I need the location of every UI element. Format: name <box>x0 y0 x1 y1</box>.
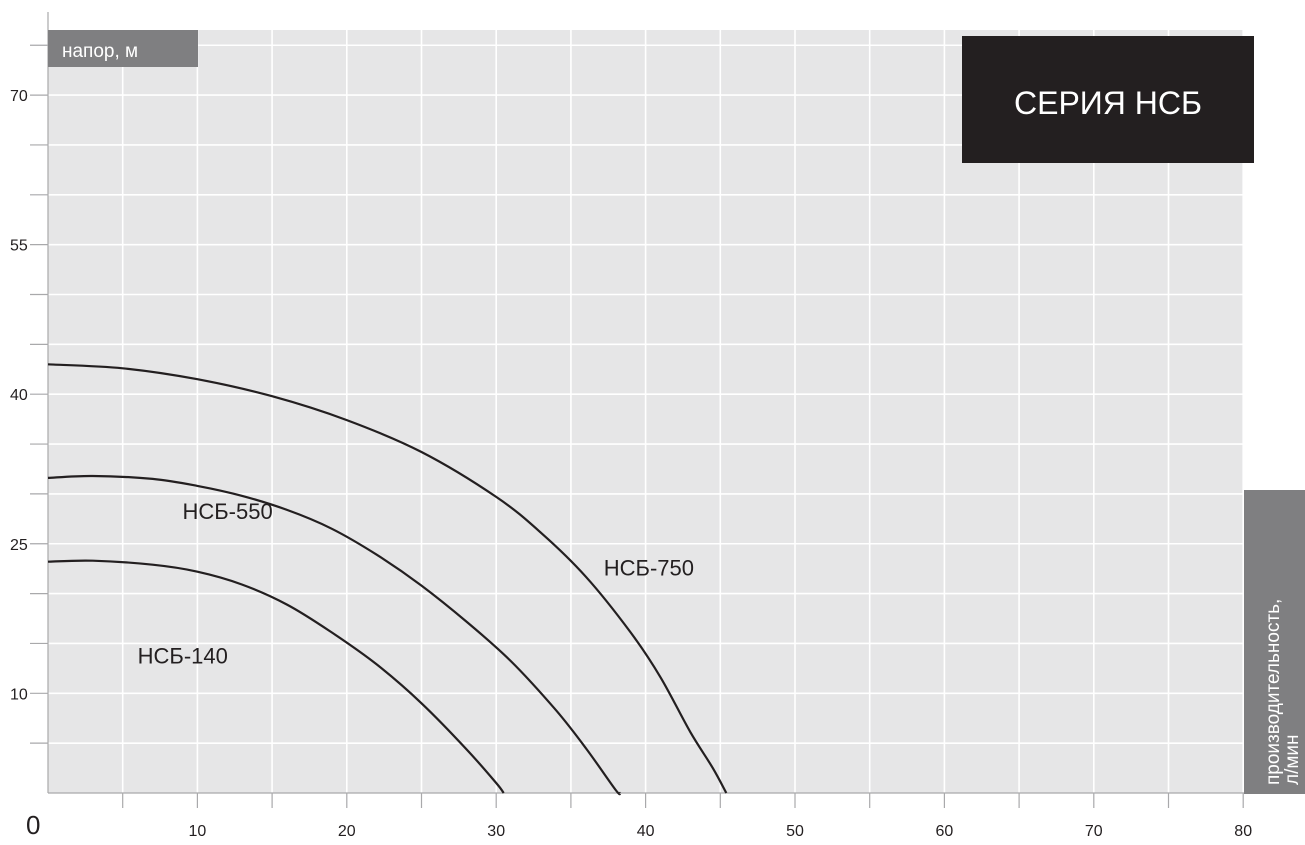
x-tick-label: 50 <box>786 823 804 840</box>
y-axis-label: напор, м <box>62 41 138 62</box>
x-tick-label: 30 <box>487 823 505 840</box>
y-tick-label: 55 <box>10 238 28 255</box>
series-line <box>47 559 505 794</box>
y-tick-label: 25 <box>10 537 28 554</box>
y-axis-label-box <box>48 30 198 67</box>
chart-title: СЕРИЯ НСБ <box>1014 85 1202 121</box>
origin-label: 0 <box>26 810 40 840</box>
series-label: НСБ-140 <box>138 643 228 668</box>
x-tick-label: 20 <box>338 823 356 840</box>
grid <box>48 30 1244 793</box>
x-tick-label: 10 <box>189 823 207 840</box>
y-tick-label: 70 <box>10 88 28 105</box>
x-axis-label: производительность,л/мин <box>1263 599 1303 785</box>
x-tick-label: 80 <box>1234 823 1252 840</box>
x-axis-label-box <box>1244 490 1305 794</box>
y-tick-label: 10 <box>10 686 28 703</box>
x-axis-label-line: л/мин <box>1282 734 1303 785</box>
x-tick-label: 40 <box>637 823 655 840</box>
series-label: НСБ-550 <box>182 499 272 524</box>
x-axis-label-line: производительность, <box>1263 599 1284 785</box>
series-line <box>47 363 728 794</box>
series-line <box>47 474 622 796</box>
x-tick-label: 60 <box>936 823 954 840</box>
series-label: НСБ-750 <box>604 556 694 581</box>
y-tick-label: 40 <box>10 387 28 404</box>
x-tick-label: 70 <box>1085 823 1103 840</box>
title-box <box>962 36 1254 163</box>
